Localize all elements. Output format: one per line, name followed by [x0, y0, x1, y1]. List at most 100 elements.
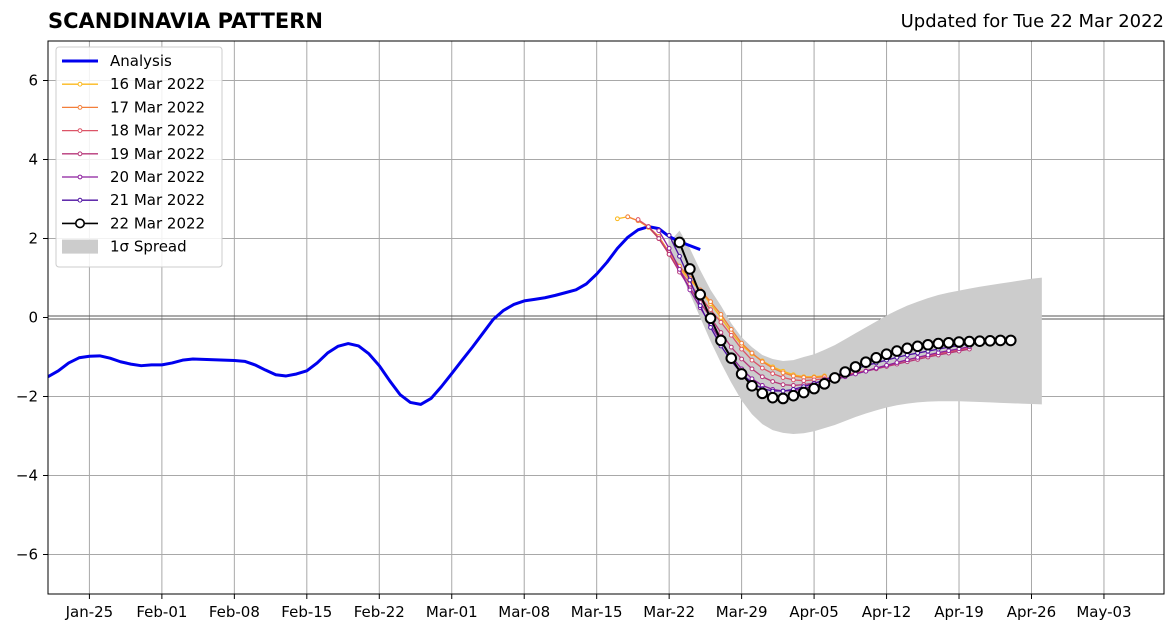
- forecast-point: [780, 388, 786, 394]
- x-tick-label: Apr-26: [1007, 603, 1057, 621]
- forecast-point: [808, 382, 820, 395]
- legend-label: 22 Mar 2022: [110, 214, 205, 232]
- x-tick-label: Mar-22: [643, 603, 695, 621]
- forecast-point: [718, 330, 724, 335]
- forecast-point: [777, 392, 789, 405]
- forecast-point: [749, 357, 755, 363]
- forecast-point: [953, 336, 965, 348]
- forecast-point: [749, 366, 755, 372]
- y-tick-label: −2: [16, 388, 38, 406]
- forecast-point: [925, 352, 931, 358]
- forecast-point: [708, 307, 713, 313]
- y-tick-label: −4: [16, 467, 38, 485]
- forecast-point: [677, 253, 682, 259]
- forecast-point: [828, 372, 841, 384]
- forecast-point: [666, 232, 672, 238]
- forecast-point: [801, 378, 807, 384]
- forecast-point: [673, 236, 686, 249]
- x-tick-label: Feb-01: [136, 603, 187, 621]
- forecast-point: [770, 365, 776, 371]
- y-tick-label: 4: [28, 151, 38, 169]
- x-tick-label: Jan-25: [65, 603, 114, 621]
- x-tick-label: Feb-08: [209, 603, 260, 621]
- forecast-point: [687, 287, 693, 293]
- forecast-point: [870, 351, 883, 364]
- legend-marker: [75, 218, 86, 229]
- forecast-point: [911, 340, 924, 353]
- forecast-point: [635, 217, 641, 222]
- forecast-point: [646, 224, 651, 230]
- x-tick-label: Mar-15: [571, 603, 623, 621]
- forecast-point: [735, 368, 748, 380]
- forecast-point: [790, 377, 796, 383]
- forecast-point: [614, 216, 620, 222]
- forecast-point: [839, 366, 851, 378]
- forecast-point: [790, 383, 796, 388]
- data-layer: [48, 214, 1042, 435]
- forecast-point: [739, 346, 745, 352]
- forecast-point: [708, 324, 713, 330]
- forecast-point: [666, 251, 672, 257]
- legend-label: 18 Mar 2022: [110, 122, 205, 140]
- forecast-point: [873, 365, 879, 371]
- grid-layer: [48, 41, 1164, 594]
- forecast-point: [922, 338, 934, 351]
- legend-label: 16 Mar 2022: [110, 75, 205, 93]
- x-tick-label: Mar-01: [426, 603, 478, 621]
- forecast-point: [770, 379, 776, 384]
- y-tick-label: −6: [16, 546, 38, 564]
- y-tick-label: 2: [28, 230, 38, 248]
- forecast-point: [894, 360, 900, 365]
- forecast-point: [849, 361, 862, 373]
- legend-marker: [77, 105, 83, 110]
- forecast-point: [666, 245, 672, 251]
- forecast-point: [725, 352, 738, 364]
- forecast-point: [677, 266, 682, 272]
- x-tick-label: Mar-08: [498, 603, 550, 621]
- chart-title: SCANDINAVIA PATTERN: [48, 9, 323, 33]
- forecast-point: [880, 348, 893, 361]
- x-tick-label: Apr-05: [789, 603, 839, 621]
- legend-swatch: [62, 239, 98, 254]
- forecast-point: [942, 336, 955, 349]
- legend-label: 19 Mar 2022: [110, 145, 205, 163]
- forecast-point: [656, 228, 662, 234]
- forecast-point: [749, 350, 755, 356]
- analysis-line: [48, 225, 701, 406]
- forecast-point: [739, 340, 745, 346]
- forecast-point: [863, 368, 869, 374]
- forecast-point: [884, 362, 889, 368]
- forecast-point: [780, 382, 786, 388]
- forecast-point: [656, 236, 662, 241]
- plot-frame: [47, 40, 1165, 595]
- chart-updated-date: Updated for Tue 22 Mar 2022: [900, 11, 1164, 32]
- legend-label: 17 Mar 2022: [110, 98, 205, 116]
- forecast-point: [860, 356, 872, 368]
- x-tick-label: May-03: [1076, 603, 1131, 621]
- forecast-point: [728, 326, 734, 332]
- forecast-point: [625, 214, 631, 220]
- forecast-point: [780, 375, 786, 380]
- forecast-point: [759, 359, 765, 365]
- forecast-point: [818, 378, 831, 390]
- legend-marker: [77, 174, 83, 180]
- forecast-point: [728, 344, 734, 350]
- x-tick-label: Feb-22: [354, 603, 405, 621]
- legend-marker: [77, 197, 83, 203]
- forecast-point: [739, 356, 745, 362]
- forecast-point: [994, 334, 1007, 347]
- forecast-point: [780, 370, 786, 376]
- forecast-point: [770, 371, 776, 376]
- forecast-point: [984, 335, 996, 347]
- legend: Analysis 16 Mar 2022 17 Mar 2022 18 Mar 202…: [55, 46, 223, 268]
- forecast-point: [915, 354, 921, 360]
- legend-label: 1σ Spread: [110, 238, 187, 256]
- forecast-point: [694, 288, 707, 301]
- forecast-point: [759, 365, 765, 371]
- forecast-point: [715, 334, 727, 347]
- forecast-point: [697, 303, 703, 309]
- spread-band: [669, 230, 1042, 435]
- axes-layer: Jan-25 Feb-01 Feb-08 Feb-15 Feb-22 Mar-01 Mar-…: [16, 40, 1165, 621]
- forecast-point: [756, 387, 769, 400]
